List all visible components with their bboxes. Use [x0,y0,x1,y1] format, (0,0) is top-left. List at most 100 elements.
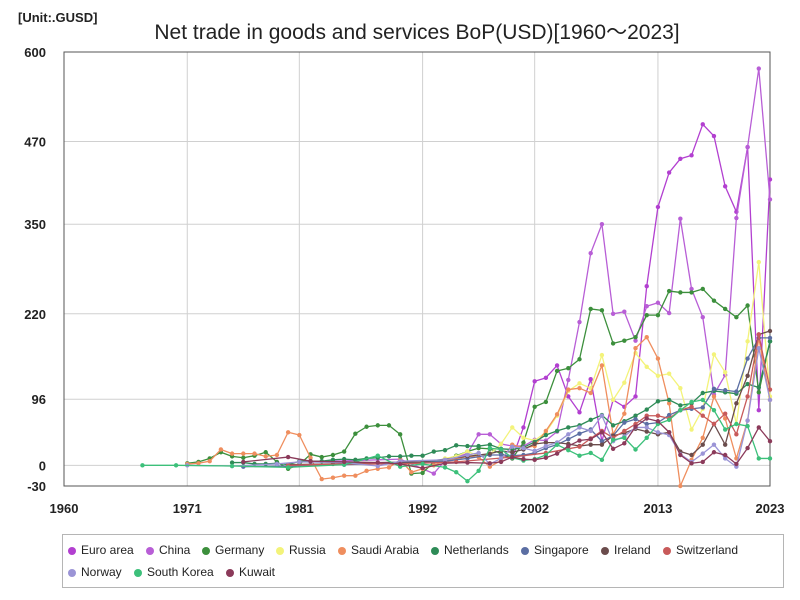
data-point [543,432,549,438]
data-point [734,432,739,437]
data-point [745,423,750,429]
data-point [241,455,246,460]
data-point [644,304,649,309]
data-point [700,442,705,447]
data-point [409,453,414,458]
data-point [588,450,593,456]
y-tick-label: 96 [32,392,46,407]
data-point [308,455,313,460]
data-point [700,435,705,440]
data-point [767,439,773,444]
data-point [297,459,302,465]
data-point [274,452,280,458]
data-point [420,461,425,467]
data-point [543,440,549,445]
data-point [756,66,761,71]
y-tick-label: 600 [24,45,46,60]
x-tick-label: 2002 [520,501,549,516]
data-point [678,408,683,413]
data-point [610,341,616,346]
data-point [610,446,616,451]
data-point [510,450,515,455]
x-tick-label: 2013 [643,501,672,516]
data-point [554,412,560,417]
legend-marker [431,547,439,555]
data-point [285,430,291,435]
data-point [566,447,571,453]
data-point [588,428,593,434]
legend-label: Russia [289,543,326,557]
data-point [577,425,582,430]
data-point [252,451,257,456]
data-point [554,368,560,374]
legend: Euro area China Germany Russia Saudi Arabia N… [62,534,784,588]
legend-item: Norway [68,565,122,579]
data-point [610,311,616,316]
legend-marker [276,547,284,555]
data-point [756,385,761,390]
legend-marker [521,547,529,555]
data-point [644,421,649,427]
data-point [566,377,571,383]
x-tick-label: 1992 [408,501,437,516]
data-point [577,381,582,386]
data-point [610,397,616,403]
data-point [532,457,537,463]
data-point [140,463,145,468]
data-point [241,451,246,456]
data-point [756,390,761,395]
legend-item: Germany [202,543,264,557]
data-point [319,454,324,460]
data-point [745,373,750,378]
data-point [644,284,649,289]
data-point [767,456,773,461]
data-point [689,461,694,466]
data-point [599,442,605,447]
data-point [420,470,425,476]
legend-item: Saudi Arabia [338,543,419,557]
data-point [263,450,268,455]
legend-item: Switzerland [663,543,738,557]
legend-marker [601,547,609,555]
data-point [510,454,515,460]
data-point [599,222,605,227]
y-tick-label: 220 [24,307,46,322]
x-tick-label: 1981 [285,501,314,516]
data-point [745,394,750,399]
legend-item: Euro area [68,543,134,557]
series-line [500,123,771,460]
data-point [666,412,672,418]
data-point [566,394,571,399]
data-point [353,431,358,436]
data-point [554,451,560,456]
data-point [689,153,694,158]
data-point [465,449,470,454]
data-point [745,144,750,150]
data-point [622,428,627,434]
data-point [330,475,336,480]
data-point [397,432,403,437]
data-point [633,416,638,422]
legend-label: Netherlands [444,543,509,557]
data-point [498,447,504,452]
data-point [554,442,560,447]
legend-item: Russia [276,543,326,557]
data-point [689,399,694,405]
legend-label: Euro area [81,543,134,557]
data-point [442,465,448,470]
data-point [229,463,235,469]
data-point [476,443,481,449]
y-tick-label: 0 [39,458,46,473]
data-point [756,346,761,351]
data-point [543,428,549,434]
series-line [187,347,771,468]
data-point [588,442,593,447]
data-point [532,404,537,409]
x-tick-label: 2023 [756,501,785,516]
data-point [666,371,672,376]
data-point [599,439,605,444]
data-point [375,460,380,465]
data-point [285,454,291,460]
legend-item: Kuwait [226,565,275,579]
data-point [655,413,661,418]
